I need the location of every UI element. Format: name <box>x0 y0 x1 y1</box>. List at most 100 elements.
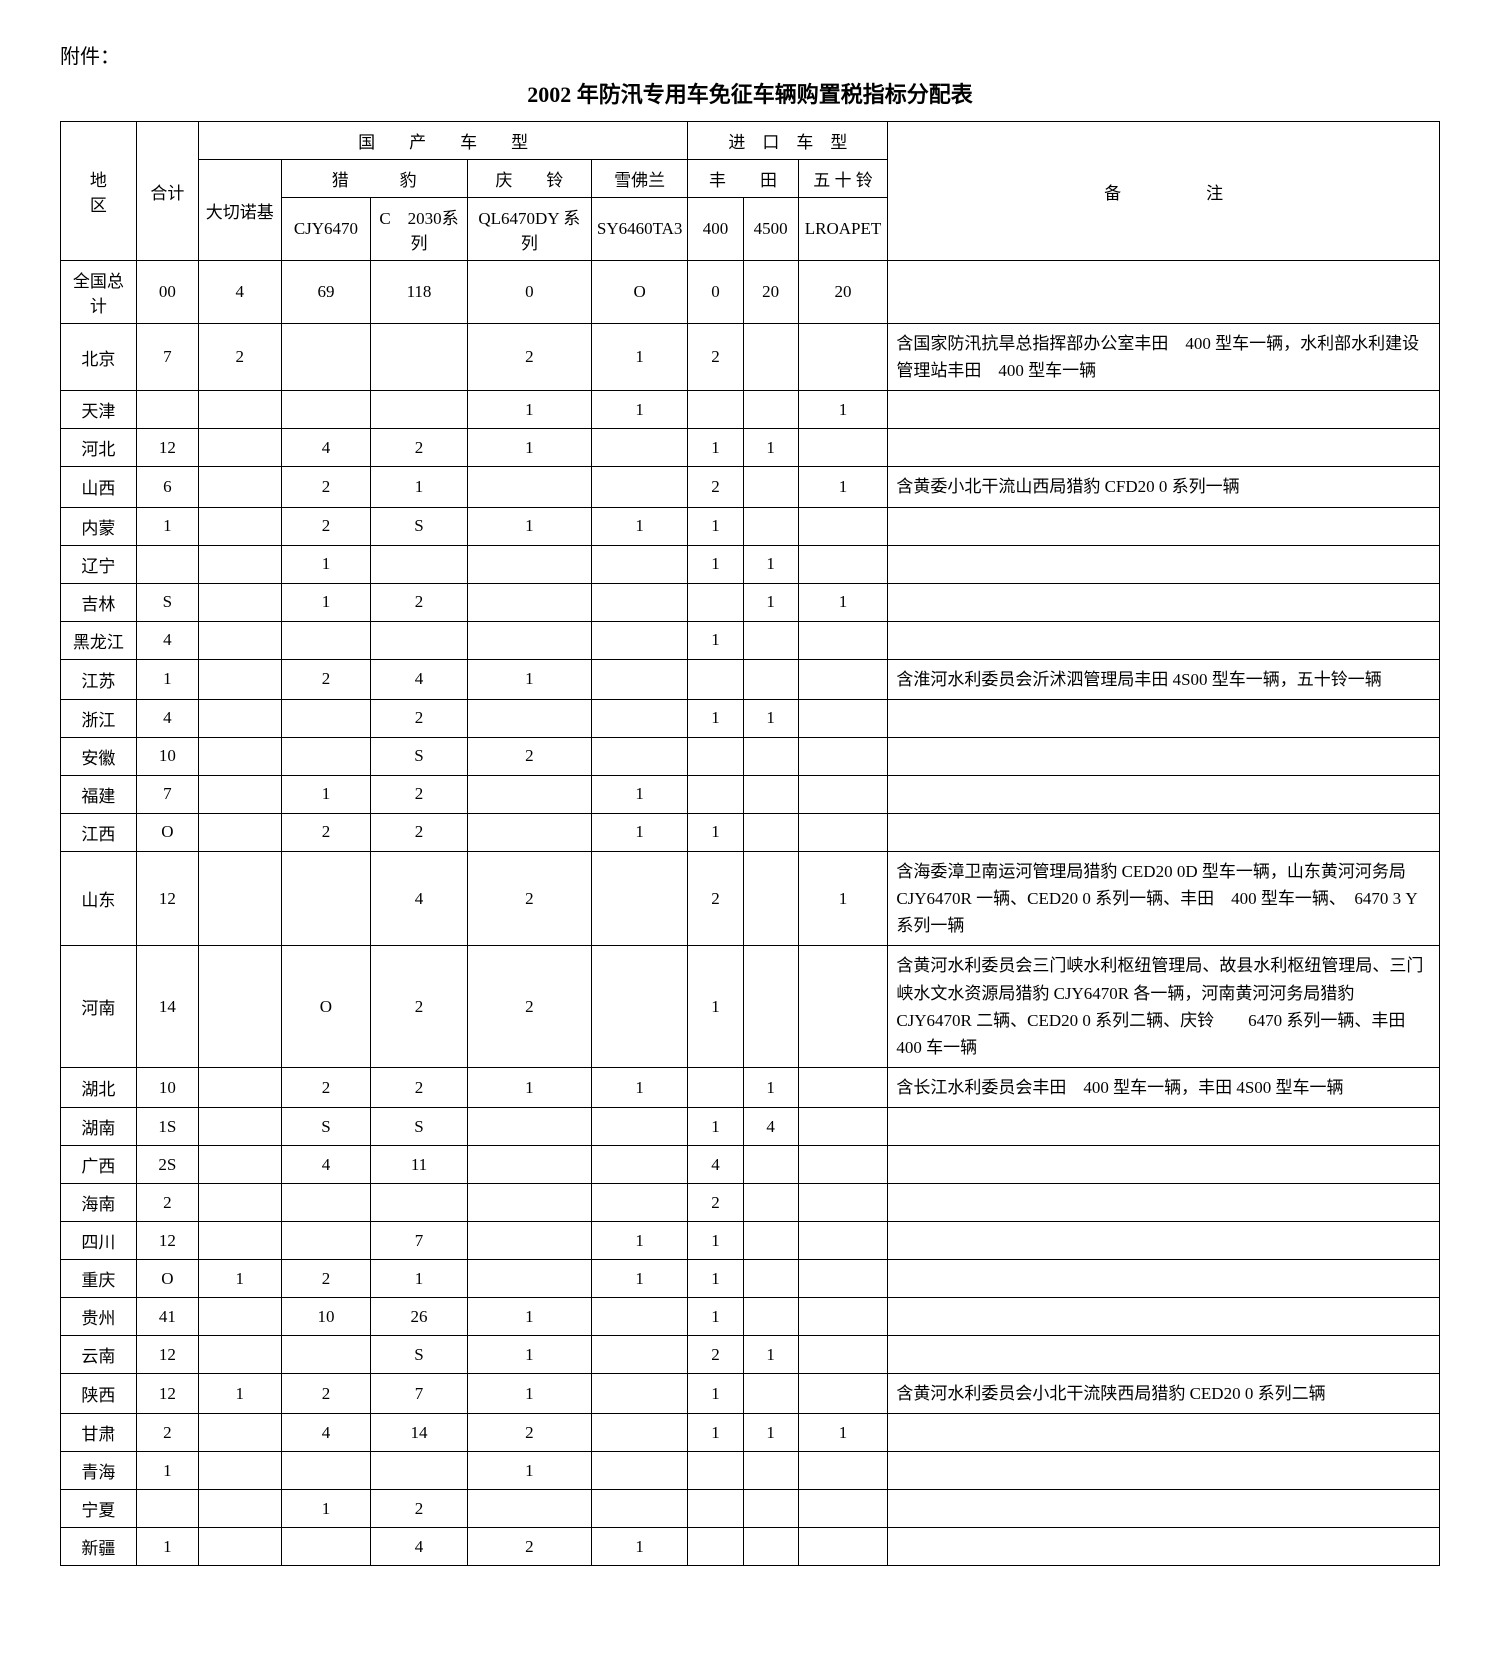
cell-c2030: 1 <box>371 1260 468 1298</box>
cell-cjy: 4 <box>281 1414 371 1452</box>
cell-t400: 1 <box>688 545 743 583</box>
cell-sy <box>591 699 688 737</box>
cell-t4500: 4 <box>743 1108 798 1146</box>
cell-t4500 <box>743 467 798 507</box>
cell-ql <box>467 583 591 621</box>
cell-t400: 1 <box>688 507 743 545</box>
cell-ql: 2 <box>467 1414 591 1452</box>
th-daqienuoji: 大切诺基 <box>198 160 281 261</box>
cell-total <box>136 1490 198 1528</box>
cell-ql: 0 <box>467 261 591 324</box>
cell-dqnj: 1 <box>198 1374 281 1414</box>
cell-isuzu: 1 <box>798 851 888 946</box>
cell-region: 内蒙 <box>61 507 137 545</box>
cell-remark: 含黄委小北干流山西局猎豹 CFD20 0 系列一辆 <box>888 467 1440 507</box>
cell-sy: 1 <box>591 1068 688 1108</box>
cell-t400: 2 <box>688 467 743 507</box>
cell-c2030: S <box>371 507 468 545</box>
cell-total: 41 <box>136 1298 198 1336</box>
cell-ql <box>467 1184 591 1222</box>
cell-sy <box>591 1414 688 1452</box>
cell-t4500 <box>743 1298 798 1336</box>
cell-ql <box>467 1490 591 1528</box>
table-row: 宁夏12 <box>61 1490 1440 1528</box>
cell-cjy: 2 <box>281 1260 371 1298</box>
cell-total: 4 <box>136 699 198 737</box>
cell-t4500: 1 <box>743 583 798 621</box>
cell-remark <box>888 699 1440 737</box>
cell-region: 贵州 <box>61 1298 137 1336</box>
cell-ql <box>467 1260 591 1298</box>
cell-c2030: 2 <box>371 813 468 851</box>
cell-cjy: 69 <box>281 261 371 324</box>
cell-dqnj <box>198 775 281 813</box>
cell-total: 7 <box>136 775 198 813</box>
cell-total: 00 <box>136 261 198 324</box>
cell-isuzu <box>798 1222 888 1260</box>
cell-sy <box>591 1184 688 1222</box>
cell-total: 12 <box>136 1336 198 1374</box>
th-t400: 400 <box>688 198 743 261</box>
cell-remark <box>888 1146 1440 1184</box>
table-row: 海南22 <box>61 1184 1440 1222</box>
cell-cjy <box>281 851 371 946</box>
table-row: 内蒙12S111 <box>61 507 1440 545</box>
cell-total: 2 <box>136 1414 198 1452</box>
cell-cjy: 1 <box>281 775 371 813</box>
cell-total: 10 <box>136 1068 198 1108</box>
cell-isuzu <box>798 324 888 391</box>
table-row: 广西2S4114 <box>61 1146 1440 1184</box>
cell-sy: 1 <box>591 1528 688 1566</box>
cell-remark <box>888 1222 1440 1260</box>
cell-c2030 <box>371 1452 468 1490</box>
cell-sy <box>591 1146 688 1184</box>
table-row: 江苏1241含淮河水利委员会沂沭泗管理局丰田 4S00 型车一辆，五十铃一辆 <box>61 659 1440 699</box>
cell-t4500: 1 <box>743 1068 798 1108</box>
cell-isuzu <box>798 1298 888 1336</box>
cell-c2030: 4 <box>371 659 468 699</box>
cell-isuzu <box>798 507 888 545</box>
cell-dqnj <box>198 1222 281 1260</box>
cell-sy <box>591 467 688 507</box>
cell-t4500 <box>743 391 798 429</box>
cell-t400 <box>688 737 743 775</box>
cell-dqnj: 1 <box>198 1260 281 1298</box>
cell-isuzu <box>798 1374 888 1414</box>
th-remark: 备 注 <box>888 122 1440 261</box>
cell-isuzu <box>798 1260 888 1298</box>
cell-t4500 <box>743 946 798 1068</box>
cell-remark <box>888 507 1440 545</box>
table-row: 甘肃24142111 <box>61 1414 1440 1452</box>
cell-ql: 1 <box>467 659 591 699</box>
cell-t4500 <box>743 851 798 946</box>
table-row: 福建7121 <box>61 775 1440 813</box>
cell-ql <box>467 699 591 737</box>
cell-cjy: 4 <box>281 1146 371 1184</box>
cell-isuzu <box>798 1336 888 1374</box>
cell-region: 辽宁 <box>61 545 137 583</box>
cell-t4500 <box>743 659 798 699</box>
cell-dqnj <box>198 946 281 1068</box>
table-row: 四川12711 <box>61 1222 1440 1260</box>
cell-sy: 1 <box>591 324 688 391</box>
cell-t400 <box>688 1490 743 1528</box>
cell-ql <box>467 545 591 583</box>
cell-remark <box>888 1490 1440 1528</box>
cell-cjy: 1 <box>281 545 371 583</box>
table-body: 全国总计004691180O02020北京72212含国家防汛抗旱总指挥部办公室… <box>61 261 1440 1566</box>
cell-dqnj <box>198 813 281 851</box>
cell-total: 2 <box>136 1184 198 1222</box>
cell-isuzu: 1 <box>798 1414 888 1452</box>
cell-t4500: 20 <box>743 261 798 324</box>
cell-t400: 1 <box>688 1414 743 1452</box>
cell-region: 广西 <box>61 1146 137 1184</box>
cell-sy <box>591 737 688 775</box>
cell-remark <box>888 1452 1440 1490</box>
cell-ql: 1 <box>467 391 591 429</box>
cell-region: 湖北 <box>61 1068 137 1108</box>
cell-total: 2S <box>136 1146 198 1184</box>
cell-c2030 <box>371 621 468 659</box>
cell-dqnj <box>198 1068 281 1108</box>
cell-sy: 1 <box>591 507 688 545</box>
cell-t400 <box>688 659 743 699</box>
